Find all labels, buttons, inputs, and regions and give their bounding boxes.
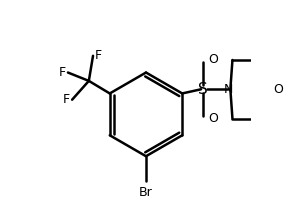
- Text: Br: Br: [139, 186, 153, 198]
- Text: O: O: [273, 83, 283, 96]
- Text: F: F: [59, 66, 66, 79]
- Text: N: N: [224, 83, 233, 96]
- Text: O: O: [208, 112, 218, 125]
- Text: F: F: [95, 49, 102, 62]
- Text: S: S: [198, 82, 208, 97]
- Text: O: O: [208, 53, 218, 67]
- Text: F: F: [63, 93, 70, 106]
